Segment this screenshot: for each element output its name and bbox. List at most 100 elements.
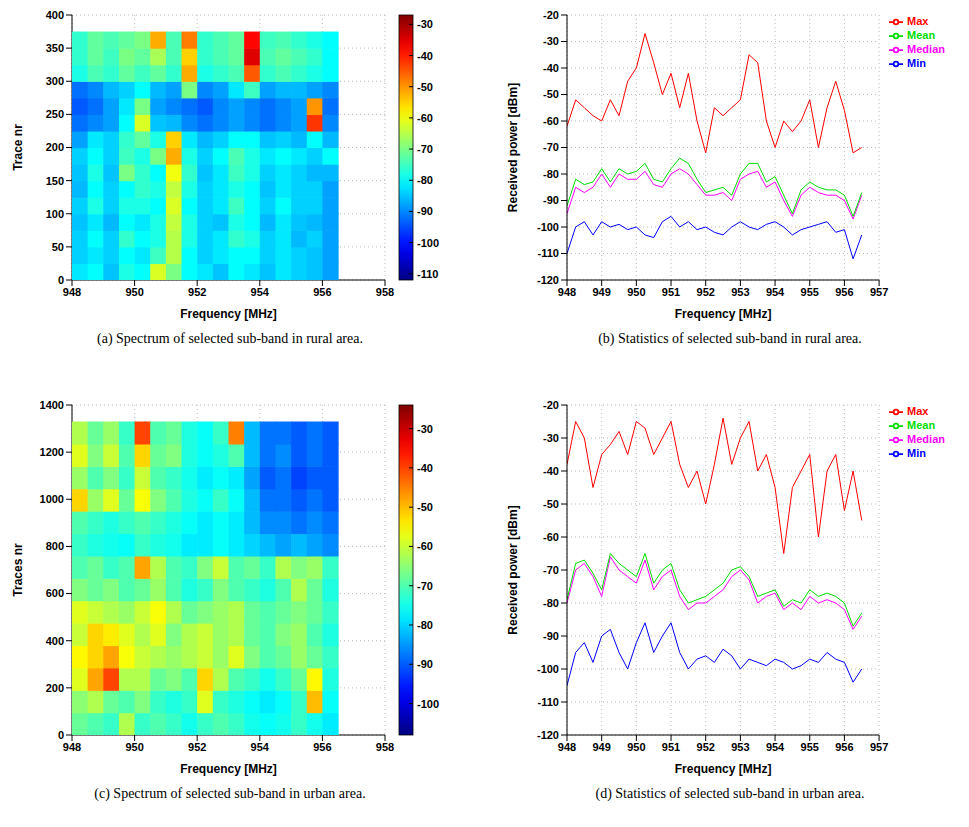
svg-text:-120: -120: [537, 274, 559, 286]
svg-text:952: 952: [188, 741, 206, 753]
svg-text:-30: -30: [543, 432, 559, 444]
svg-text:100: 100: [46, 208, 64, 220]
svg-text:-50: -50: [543, 498, 559, 510]
svg-text:200: 200: [46, 682, 64, 694]
svg-text:-40: -40: [543, 465, 559, 477]
svg-text:-60: -60: [543, 115, 559, 127]
svg-text:-110: -110: [417, 268, 438, 280]
svg-text:-90: -90: [417, 205, 433, 217]
svg-text:Frequency [MHz]: Frequency [MHz]: [180, 307, 277, 321]
svg-text:956: 956: [313, 286, 331, 298]
svg-text:400: 400: [46, 635, 64, 647]
svg-text:Frequency [MHz]: Frequency [MHz]: [180, 762, 277, 776]
svg-text:953: 953: [731, 286, 749, 298]
svg-text:1000: 1000: [40, 493, 64, 505]
svg-text:958: 958: [376, 286, 394, 298]
svg-text:-60: -60: [417, 112, 433, 124]
svg-text:-100: -100: [417, 698, 439, 710]
svg-text:-20: -20: [543, 9, 559, 21]
svg-text:-40: -40: [417, 50, 433, 62]
svg-text:954: 954: [251, 741, 270, 753]
svg-text:-70: -70: [543, 141, 559, 153]
svg-text:957: 957: [870, 741, 888, 753]
svg-text:950: 950: [627, 741, 645, 753]
svg-text:Received power [dBm]: Received power [dBm]: [506, 505, 520, 634]
svg-text:-100: -100: [417, 237, 439, 249]
svg-text:950: 950: [125, 741, 143, 753]
svg-text:-70: -70: [543, 564, 559, 576]
svg-text:-90: -90: [543, 630, 559, 642]
svg-text:Received power [dBm]: Received power [dBm]: [506, 83, 520, 212]
svg-text:-80: -80: [543, 168, 559, 180]
svg-text:Frequency [MHz]: Frequency [MHz]: [675, 762, 772, 776]
svg-text:-70: -70: [417, 143, 433, 155]
svg-text:953: 953: [731, 741, 749, 753]
svg-text:-80: -80: [417, 619, 433, 631]
svg-text:951: 951: [662, 741, 680, 753]
svg-text:600: 600: [46, 587, 64, 599]
svg-text:-30: -30: [543, 35, 559, 47]
svg-text:800: 800: [46, 540, 64, 552]
svg-text:400: 400: [46, 9, 64, 21]
svg-text:949: 949: [592, 286, 610, 298]
svg-text:50: 50: [52, 241, 64, 253]
svg-text:350: 350: [46, 42, 64, 54]
svg-text:-60: -60: [543, 531, 559, 543]
svg-text:-40: -40: [417, 462, 433, 474]
svg-text:948: 948: [558, 286, 576, 298]
svg-text:948: 948: [558, 741, 576, 753]
svg-text:-80: -80: [417, 174, 433, 186]
svg-text:950: 950: [627, 286, 645, 298]
svg-text:952: 952: [188, 286, 206, 298]
svg-text:150: 150: [46, 175, 64, 187]
svg-text:-20: -20: [543, 399, 559, 411]
svg-text:200: 200: [46, 141, 64, 153]
svg-text:951: 951: [662, 286, 680, 298]
svg-text:955: 955: [801, 741, 819, 753]
svg-text:-30: -30: [417, 423, 433, 435]
svg-text:0: 0: [58, 274, 64, 286]
svg-text:952: 952: [697, 286, 715, 298]
svg-text:955: 955: [801, 286, 819, 298]
svg-text:954: 954: [251, 286, 270, 298]
svg-text:949: 949: [592, 741, 610, 753]
svg-text:-110: -110: [538, 696, 559, 708]
svg-text:-60: -60: [417, 540, 433, 552]
svg-text:-110: -110: [538, 247, 559, 259]
svg-text:952: 952: [697, 741, 715, 753]
svg-text:-50: -50: [417, 81, 433, 93]
svg-text:948: 948: [63, 741, 81, 753]
svg-text:-30: -30: [417, 18, 433, 30]
svg-text:Trace nr: Trace nr: [11, 124, 25, 171]
svg-text:948: 948: [63, 286, 81, 298]
svg-text:1200: 1200: [40, 446, 64, 458]
svg-text:1400: 1400: [40, 399, 64, 411]
html-text:(a) Spectrum of selected sub-b: (a) Spectrum of selected sub-band in rur…: [97, 331, 363, 346]
svg-text:250: 250: [46, 108, 64, 120]
svg-text:956: 956: [313, 741, 331, 753]
svg-text:-50: -50: [543, 88, 559, 100]
svg-text:-70: -70: [417, 580, 433, 592]
svg-text:-50: -50: [417, 501, 433, 513]
html-text:(b) Statistics of selected sub: (b) Statistics of selected sub-band in r…: [598, 331, 862, 346]
svg-text:Frequency [MHz]: Frequency [MHz]: [675, 307, 772, 321]
svg-text:300: 300: [46, 75, 64, 87]
svg-text:0: 0: [58, 729, 64, 741]
svg-text:954: 954: [766, 741, 785, 753]
svg-text:-90: -90: [543, 194, 559, 206]
svg-text:-100: -100: [537, 221, 559, 233]
svg-text:-40: -40: [543, 62, 559, 74]
svg-text:-120: -120: [537, 729, 559, 741]
svg-text:958: 958: [376, 741, 394, 753]
svg-text:956: 956: [835, 741, 853, 753]
svg-text:954: 954: [766, 286, 785, 298]
svg-text:956: 956: [835, 286, 853, 298]
svg-text:-80: -80: [543, 597, 559, 609]
svg-text:-90: -90: [417, 658, 433, 670]
html-text:(c) Spectrum of selected sub-b: (c) Spectrum of selected sub-band in urb…: [94, 786, 366, 801]
svg-text:950: 950: [125, 286, 143, 298]
svg-text:957: 957: [870, 286, 888, 298]
svg-text:Traces nr: Traces nr: [11, 543, 25, 597]
svg-text:-100: -100: [537, 663, 559, 675]
html-text:(d) Statistics of selected sub: (d) Statistics of selected sub-band in u…: [595, 786, 865, 801]
